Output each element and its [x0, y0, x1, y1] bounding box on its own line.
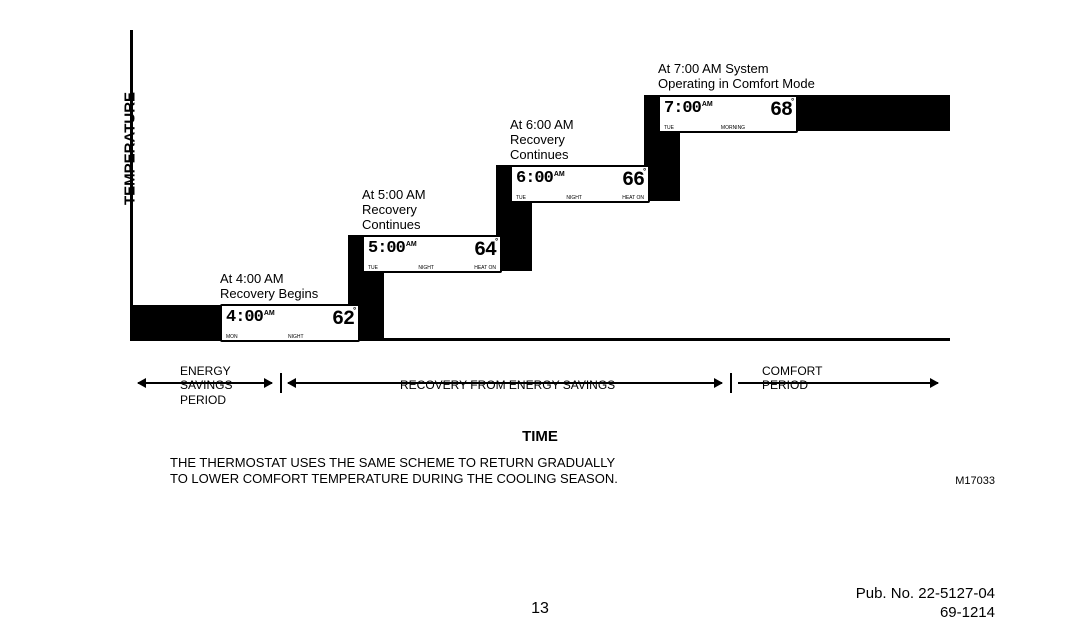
display-caption: At 4:00 AMRecovery Begins	[220, 272, 318, 302]
y-axis-label: TEMPERATURE	[122, 49, 139, 249]
thermostat-display: 5:00AM64°TUENIGHTHEAT ON	[362, 235, 502, 273]
footnote-line1: THE THERMOSTAT USES THE SAME SCHEME TO R…	[170, 455, 615, 470]
recovery-chart: TEMPERATURE 4:00AM62°MONNIGHTAt 4:00 AMR…	[130, 50, 950, 410]
period-label: RECOVERY FROM ENERGY SAVINGS	[400, 378, 615, 392]
period-label: COMFORTPERIOD	[762, 364, 822, 393]
display-caption: At 5:00 AMRecoveryContinues	[362, 188, 426, 233]
footnote: THE THERMOSTAT USES THE SAME SCHEME TO R…	[170, 455, 618, 488]
footnote-line2: TO LOWER COMFORT TEMPERATURE DURING THE …	[170, 471, 618, 486]
display-caption: At 6:00 AMRecoveryContinues	[510, 118, 574, 163]
thermostat-display: 6:00AM66°TUENIGHTHEAT ON	[510, 165, 650, 203]
thermostat-display: 7:00AM68°TUEMORNING	[658, 95, 798, 133]
display-caption: At 7:00 AM SystemOperating in Comfort Mo…	[658, 62, 815, 92]
period-divider	[280, 373, 282, 393]
page-number: 13	[0, 600, 1080, 618]
period-label: ENERGYSAVINGSPERIOD	[180, 364, 232, 407]
thermostat-display: 4:00AM62°MONNIGHT	[220, 304, 360, 342]
figure-reference: M17033	[955, 475, 995, 487]
x-axis-label: TIME	[130, 428, 950, 445]
period-divider	[730, 373, 732, 393]
